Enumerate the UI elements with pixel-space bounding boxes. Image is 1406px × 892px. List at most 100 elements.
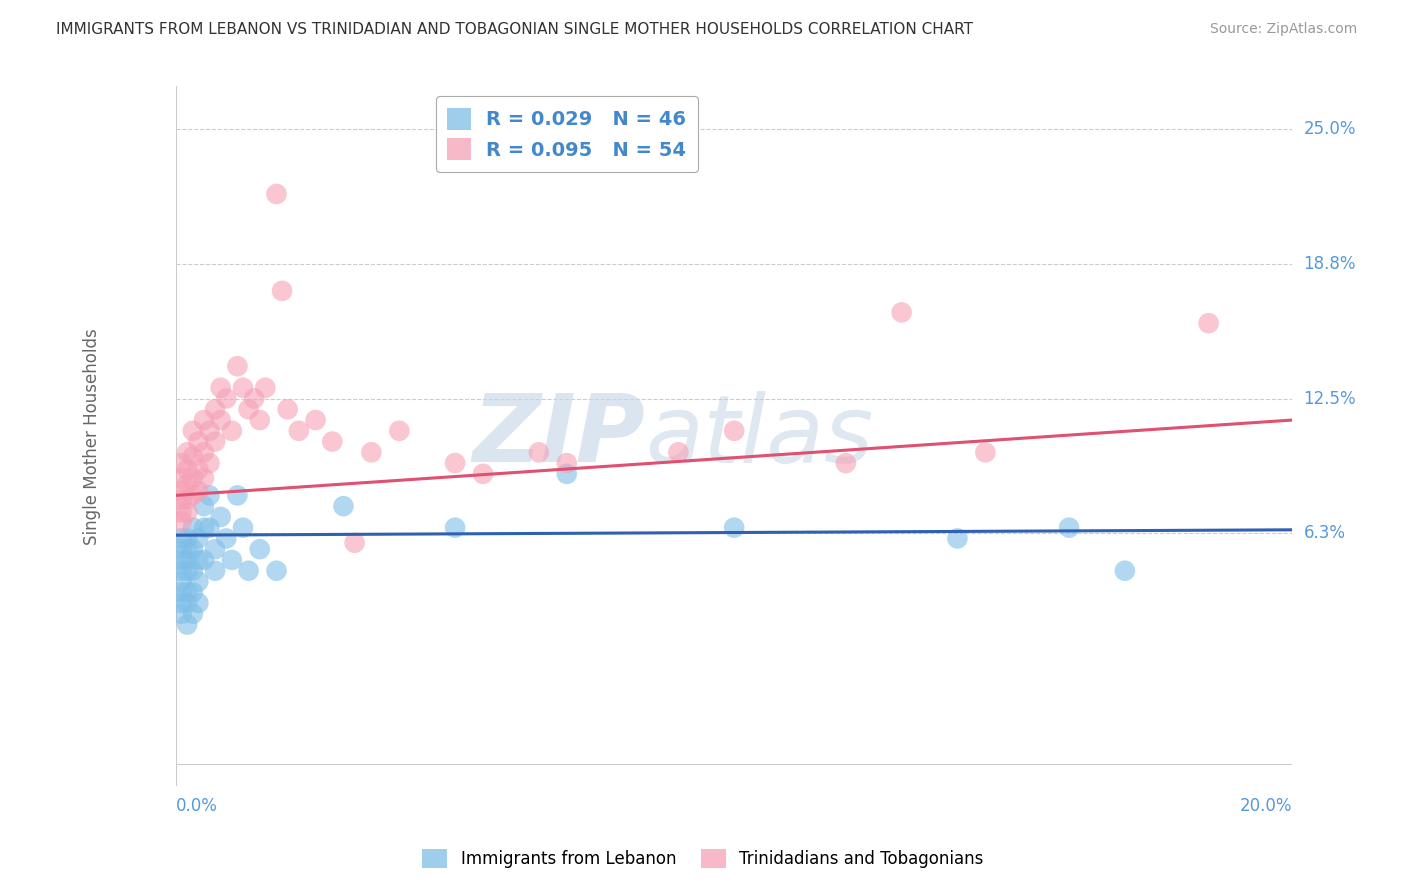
Point xyxy=(181,488,204,502)
Point xyxy=(555,467,578,481)
Point xyxy=(226,359,249,374)
Point xyxy=(266,186,288,201)
Point xyxy=(181,471,204,485)
Point xyxy=(170,564,193,578)
Point xyxy=(181,424,204,438)
Point xyxy=(472,467,495,481)
Point xyxy=(1057,521,1080,535)
Point xyxy=(974,445,997,459)
Point xyxy=(835,456,858,470)
Text: 20.0%: 20.0% xyxy=(1240,797,1292,814)
Point xyxy=(238,564,260,578)
Point xyxy=(187,553,209,567)
Point xyxy=(170,553,193,567)
Text: 25.0%: 25.0% xyxy=(1303,120,1355,138)
Point xyxy=(170,471,193,485)
Point xyxy=(170,607,193,621)
Point xyxy=(170,574,193,589)
Point xyxy=(176,445,198,459)
Point xyxy=(176,462,198,476)
Point xyxy=(176,596,198,610)
Point xyxy=(187,434,209,449)
Point xyxy=(193,445,215,459)
Point xyxy=(198,456,221,470)
Point xyxy=(209,509,232,524)
Point xyxy=(271,284,294,298)
Point xyxy=(181,521,204,535)
Point xyxy=(170,492,193,507)
Point xyxy=(1198,316,1220,330)
Point xyxy=(215,532,238,546)
Point xyxy=(444,456,467,470)
Point xyxy=(176,542,198,557)
Point xyxy=(204,402,226,417)
Point xyxy=(288,424,311,438)
Point xyxy=(723,424,745,438)
Point xyxy=(176,553,198,567)
Point xyxy=(249,413,271,427)
Point xyxy=(181,450,204,464)
Text: Single Mother Households: Single Mother Households xyxy=(83,327,101,544)
Point xyxy=(198,488,221,502)
Point xyxy=(198,521,221,535)
Point xyxy=(176,532,198,546)
Text: 0.0%: 0.0% xyxy=(176,797,218,814)
Point xyxy=(193,499,215,513)
Point xyxy=(226,488,249,502)
Text: ZIP: ZIP xyxy=(472,390,645,483)
Point xyxy=(555,456,578,470)
Point xyxy=(170,506,193,520)
Point xyxy=(170,532,193,546)
Point xyxy=(527,445,550,459)
Point xyxy=(221,424,243,438)
Point xyxy=(723,521,745,535)
Point xyxy=(193,471,215,485)
Point xyxy=(176,477,198,491)
Point xyxy=(176,492,198,507)
Point xyxy=(266,564,288,578)
Point xyxy=(332,499,354,513)
Text: atlas: atlas xyxy=(645,391,873,482)
Point xyxy=(198,424,221,438)
Point xyxy=(193,553,215,567)
Point xyxy=(204,434,226,449)
Point xyxy=(170,542,193,557)
Point xyxy=(343,535,366,549)
Point xyxy=(1114,564,1136,578)
Point xyxy=(170,484,193,499)
Point xyxy=(204,542,226,557)
Point xyxy=(181,542,204,557)
Point xyxy=(249,542,271,557)
Point xyxy=(181,607,204,621)
Point xyxy=(176,585,198,599)
Point xyxy=(170,514,193,528)
Point xyxy=(666,445,689,459)
Point xyxy=(321,434,343,449)
Point xyxy=(187,462,209,476)
Point xyxy=(232,521,254,535)
Point xyxy=(170,585,193,599)
Legend: R = 0.029   N = 46, R = 0.095   N = 54: R = 0.029 N = 46, R = 0.095 N = 54 xyxy=(436,96,697,172)
Point xyxy=(193,521,215,535)
Point xyxy=(388,424,411,438)
Legend: Immigrants from Lebanon, Trinidadians and Tobagonians: Immigrants from Lebanon, Trinidadians an… xyxy=(416,842,990,875)
Point xyxy=(176,564,198,578)
Point xyxy=(254,381,277,395)
Point xyxy=(444,521,467,535)
Point xyxy=(209,413,232,427)
Point xyxy=(181,564,204,578)
Text: IMMIGRANTS FROM LEBANON VS TRINIDADIAN AND TOBAGONIAN SINGLE MOTHER HOUSEHOLDS C: IMMIGRANTS FROM LEBANON VS TRINIDADIAN A… xyxy=(56,22,973,37)
Point xyxy=(187,574,209,589)
Text: 6.3%: 6.3% xyxy=(1303,524,1346,542)
Point xyxy=(170,596,193,610)
Point xyxy=(232,381,254,395)
Point xyxy=(238,402,260,417)
Point xyxy=(187,484,209,499)
Point xyxy=(946,532,969,546)
Point xyxy=(277,402,299,417)
Text: 18.8%: 18.8% xyxy=(1303,255,1355,273)
Point xyxy=(176,617,198,632)
Point xyxy=(181,585,204,599)
Point xyxy=(243,392,266,406)
Text: 12.5%: 12.5% xyxy=(1303,390,1357,408)
